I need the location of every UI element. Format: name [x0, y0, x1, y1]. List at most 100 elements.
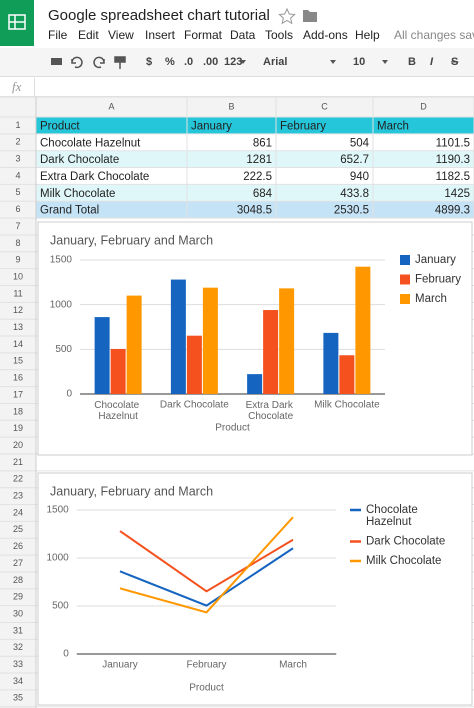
toolbar-button[interactable]: I	[430, 56, 434, 68]
row-header[interactable]: 26	[13, 541, 23, 551]
column-header[interactable]: A	[108, 101, 114, 111]
row-header[interactable]: 30	[13, 608, 23, 618]
row-header[interactable]: 13	[13, 322, 23, 332]
row-header[interactable]: 15	[13, 356, 23, 366]
cell[interactable]: 1190.3	[436, 154, 470, 166]
cell[interactable]: 1281	[246, 154, 272, 166]
dropdown-arrow[interactable]	[330, 60, 336, 64]
row-header[interactable]: 22	[13, 474, 23, 484]
toolbar-button[interactable]: .00	[203, 56, 218, 68]
menu-item[interactable]: Data	[230, 28, 256, 42]
row-header[interactable]: 7	[15, 221, 20, 231]
folder-icon[interactable]	[303, 10, 317, 22]
row-header[interactable]: 34	[13, 676, 23, 686]
column-header[interactable]: B	[228, 101, 234, 111]
toolbar-button[interactable]: B	[408, 56, 416, 68]
cell[interactable]: 3048.5	[237, 205, 272, 217]
row-header[interactable]: 17	[13, 389, 23, 399]
star-icon[interactable]	[278, 7, 296, 25]
row-header[interactable]: 8	[15, 238, 20, 248]
cell[interactable]: 1101.5	[436, 137, 470, 149]
row-header[interactable]: 28	[13, 575, 23, 585]
text-line: Hazelnut	[98, 411, 138, 422]
cell[interactable]: 652.7	[340, 154, 369, 166]
toolbar-button[interactable]: 123	[224, 56, 242, 68]
cell[interactable]: February	[280, 120, 326, 132]
row-header[interactable]: 32	[13, 642, 23, 652]
row-header[interactable]: 35	[13, 693, 23, 703]
row-header[interactable]: 21	[13, 457, 23, 467]
toolbar-button[interactable]: 10	[353, 56, 365, 68]
row-header[interactable]: 31	[13, 625, 23, 635]
cell[interactable]: Chocolate Hazelnut	[40, 137, 141, 149]
toolbar-button[interactable]: %	[165, 56, 175, 68]
cell[interactable]: Milk Chocolate	[40, 188, 115, 200]
row-header[interactable]: 16	[13, 373, 23, 383]
row-header[interactable]: 24	[13, 507, 23, 517]
toolbar-button[interactable]: S	[451, 56, 458, 68]
row-header[interactable]: 6	[15, 204, 20, 214]
print-icon[interactable]	[51, 58, 62, 65]
row-header[interactable]: 29	[13, 592, 23, 602]
column-header[interactable]: D	[420, 101, 427, 111]
document-title[interactable]: Google spreadsheet chart tutorial	[48, 7, 270, 24]
row-header[interactable]: 12	[13, 305, 23, 315]
redo-icon[interactable]	[93, 56, 105, 69]
dropdown-arrow[interactable]	[382, 60, 388, 64]
row-header[interactable]: 1	[15, 120, 20, 130]
row-header[interactable]: 23	[13, 491, 23, 501]
cell[interactable]: 1425	[444, 188, 470, 200]
menu-item[interactable]: Add-ons	[303, 28, 348, 42]
cell[interactable]: Grand Total	[40, 205, 99, 217]
toolbar-button[interactable]: .0	[184, 56, 193, 68]
cell[interactable]: 433.8	[340, 188, 369, 200]
cell[interactable]: Extra Dark Chocolate	[40, 171, 149, 183]
row-header[interactable]: 14	[13, 339, 23, 349]
toolbar-button[interactable]: Arial	[263, 56, 287, 68]
cell[interactable]: 2530.5	[334, 205, 369, 217]
menu-item[interactable]: Insert	[145, 28, 176, 42]
cell[interactable]: 940	[350, 171, 369, 183]
row-header[interactable]: 11	[13, 288, 22, 298]
menu-item[interactable]: Help	[355, 28, 380, 42]
row-header[interactable]: 27	[13, 558, 23, 568]
menu-item[interactable]: Format	[184, 28, 223, 42]
menu-item[interactable]: File	[48, 28, 68, 42]
cell[interactable]: 504	[350, 137, 370, 149]
x-tick-label: Dark Chocolate	[160, 400, 229, 411]
row-header[interactable]: 9	[15, 255, 20, 265]
cell[interactable]: 861	[253, 137, 272, 149]
row-header[interactable]: 20	[13, 440, 23, 450]
cell[interactable]: January	[191, 120, 232, 132]
cell[interactable]: Dark Chocolate	[40, 154, 119, 166]
row-header[interactable]: 19	[13, 423, 23, 433]
row-header[interactable]: 4	[15, 170, 20, 180]
undo-icon[interactable]	[71, 56, 83, 69]
cell[interactable]: March	[377, 120, 409, 132]
cell[interactable]: 684	[253, 188, 273, 200]
row-header[interactable]: 18	[13, 406, 23, 416]
cell[interactable]: 222.5	[243, 171, 272, 183]
dropdown-arrow[interactable]	[240, 60, 246, 64]
cell[interactable]: 1182.5	[436, 171, 470, 183]
bar	[186, 335, 202, 394]
column-header[interactable]: C	[321, 101, 328, 111]
sheets-logo[interactable]	[0, 0, 34, 46]
paint-format-icon[interactable]	[114, 56, 126, 69]
legend-label: Dark Chocolate	[366, 536, 445, 548]
cell[interactable]: Product	[40, 120, 80, 132]
row-header[interactable]: 10	[13, 271, 23, 281]
menu-item[interactable]: View	[108, 28, 134, 42]
row-header[interactable]: 25	[13, 524, 23, 534]
cell[interactable]: 4899.3	[435, 205, 470, 217]
menu-item[interactable]: Edit	[78, 28, 99, 42]
row-header[interactable]: 5	[15, 187, 20, 197]
chart-box[interactable]	[37, 472, 473, 706]
row-header[interactable]: 33	[13, 659, 23, 669]
row-header[interactable]: 2	[15, 137, 20, 147]
toolbar-button[interactable]: $	[146, 56, 152, 68]
menu-item[interactable]: Tools	[265, 28, 293, 42]
chart-box[interactable]	[37, 221, 473, 456]
row-header[interactable]: 3	[15, 154, 20, 164]
line-series	[119, 516, 294, 614]
